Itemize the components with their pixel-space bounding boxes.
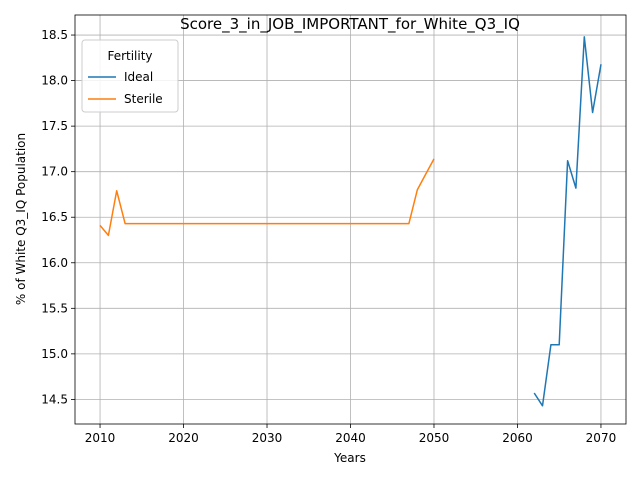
x-axis-label: Years [333,451,366,465]
y-tick-label: 14.5 [41,392,68,406]
y-tick-label: 16.0 [41,256,68,270]
axis-ticks: 2010 2020 2030 2040 2050 2060 2070 14.5 15.0 15.5… [41,28,616,445]
series-line-sterile [99,158,435,237]
legend-label-ideal: Ideal [124,70,153,84]
x-tick-label: 2030 [252,431,283,445]
y-tick-label: 15.0 [41,347,68,361]
legend-label-sterile: Sterile [124,92,163,106]
series-line-ideal [533,36,602,407]
x-tick-label: 2060 [502,431,533,445]
x-tick-label: 2020 [168,431,199,445]
chart-title: Score_3_in_JOB_IMPORTANT_for_White_Q3_IQ [180,15,520,34]
legend: Fertility Ideal Sterile [81,39,179,113]
y-tick-label: 18.0 [41,74,68,88]
y-tick-label: 15.5 [41,301,68,315]
y-tick-label: 17.0 [41,165,68,179]
x-tick-label: 2070 [586,431,617,445]
y-tick-label: 16.5 [41,210,68,224]
series-lines [99,36,602,407]
legend-title: Fertility [107,49,152,63]
legend-box [81,39,179,113]
y-tick-label: 18.5 [41,28,68,42]
grid [75,15,626,424]
x-tick-label: 2040 [335,431,366,445]
x-tick-label: 2050 [419,431,450,445]
y-tick-label: 17.5 [41,119,68,133]
y-axis-label: % of White Q3_IQ Population [14,133,28,305]
x-tick-label: 2010 [85,431,116,445]
